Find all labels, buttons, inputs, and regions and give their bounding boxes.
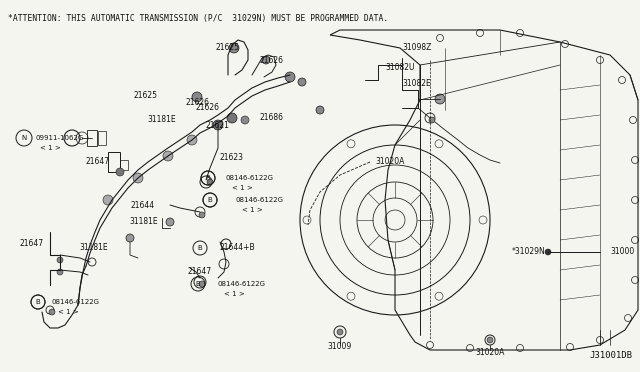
- Text: 31000: 31000: [610, 247, 634, 257]
- Text: 31020A: 31020A: [476, 348, 505, 357]
- Circle shape: [213, 120, 223, 130]
- Circle shape: [316, 106, 324, 114]
- Text: 21625: 21625: [216, 43, 240, 52]
- Text: R: R: [205, 175, 211, 181]
- Text: 31009: 31009: [328, 342, 352, 351]
- Text: 21644+B: 21644+B: [220, 244, 255, 253]
- Circle shape: [487, 337, 493, 343]
- Text: < 1 >: < 1 >: [224, 291, 244, 297]
- Text: B: B: [198, 245, 202, 251]
- Bar: [120, 160, 128, 170]
- Circle shape: [57, 269, 63, 275]
- Circle shape: [199, 281, 205, 287]
- Circle shape: [262, 56, 270, 64]
- Text: B: B: [207, 197, 212, 203]
- Text: < 1 >: < 1 >: [242, 207, 263, 213]
- Circle shape: [545, 249, 551, 255]
- Circle shape: [337, 329, 343, 335]
- Circle shape: [187, 135, 197, 145]
- Circle shape: [49, 309, 55, 315]
- Text: 31181E: 31181E: [147, 115, 176, 125]
- Text: 21644: 21644: [131, 201, 155, 209]
- Circle shape: [298, 78, 306, 86]
- Circle shape: [429, 117, 435, 123]
- Bar: [87, 130, 97, 146]
- Text: 31181E: 31181E: [79, 244, 108, 253]
- Circle shape: [192, 92, 202, 102]
- Text: N: N: [21, 135, 27, 141]
- Circle shape: [227, 113, 237, 123]
- Text: 08146-6122G: 08146-6122G: [236, 197, 284, 203]
- Circle shape: [207, 179, 213, 185]
- Text: 21623: 21623: [220, 154, 244, 163]
- Text: 21626: 21626: [186, 98, 210, 107]
- Text: < 1 >: < 1 >: [40, 145, 61, 151]
- Text: 31020A: 31020A: [375, 157, 404, 167]
- Text: 31082E: 31082E: [402, 79, 431, 88]
- Circle shape: [57, 257, 63, 263]
- Circle shape: [126, 234, 134, 242]
- Circle shape: [241, 116, 249, 124]
- Circle shape: [285, 72, 295, 82]
- Text: *31029N: *31029N: [511, 247, 545, 257]
- Text: 31082U: 31082U: [385, 63, 415, 72]
- Text: 21647: 21647: [20, 240, 44, 248]
- Text: 21625: 21625: [133, 90, 157, 99]
- Text: *ATTENTION: THIS AUTOMATIC TRANSMISSION (P/C  31029N) MUST BE PROGRAMMED DATA.: *ATTENTION: THIS AUTOMATIC TRANSMISSION …: [8, 14, 388, 23]
- Text: 08146-6122G: 08146-6122G: [218, 281, 266, 287]
- Text: 31181E: 31181E: [129, 218, 158, 227]
- Text: < 1 >: < 1 >: [58, 309, 79, 315]
- Text: 21686: 21686: [260, 113, 284, 122]
- Bar: [98, 131, 106, 145]
- Text: B: B: [196, 281, 200, 287]
- Text: 21647: 21647: [188, 267, 212, 276]
- Circle shape: [229, 43, 239, 53]
- Text: 21626: 21626: [260, 56, 284, 65]
- Text: 21647: 21647: [86, 157, 110, 167]
- Circle shape: [133, 173, 143, 183]
- Text: J31001DB: J31001DB: [589, 351, 632, 360]
- Text: 09911-1062G: 09911-1062G: [36, 135, 84, 141]
- Text: 08146-6122G: 08146-6122G: [52, 299, 100, 305]
- Circle shape: [435, 94, 445, 104]
- Circle shape: [116, 168, 124, 176]
- Circle shape: [199, 212, 205, 218]
- Text: B: B: [36, 299, 40, 305]
- Bar: [108, 152, 120, 172]
- Circle shape: [166, 218, 174, 226]
- Text: 08146-6122G: 08146-6122G: [226, 175, 274, 181]
- Text: < 1 >: < 1 >: [232, 185, 253, 191]
- Text: 31098Z: 31098Z: [402, 43, 431, 52]
- Text: 21621: 21621: [205, 122, 229, 131]
- Circle shape: [103, 195, 113, 205]
- Circle shape: [163, 151, 173, 161]
- Text: 21626: 21626: [196, 103, 220, 112]
